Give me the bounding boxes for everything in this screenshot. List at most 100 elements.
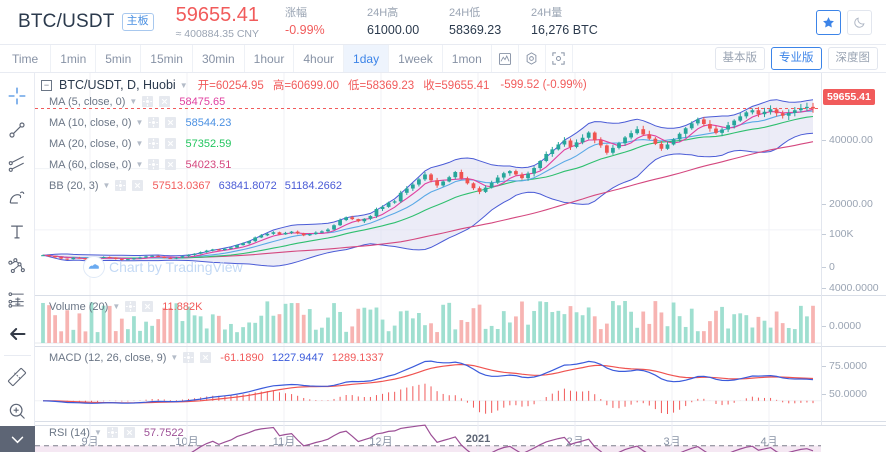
ohlc-high-label: 高 <box>272 80 285 92</box>
interval-5min[interactable]: 5min <box>96 45 142 72</box>
macd-axis-label-1: 0.0000 <box>829 320 862 332</box>
zoom-in-tool-button[interactable] <box>0 394 35 428</box>
price-cny: ≈ 400884.35 CNY <box>175 27 260 40</box>
pair-block[interactable]: BTC/USDT 主板 <box>18 11 154 33</box>
arrow-tool-button[interactable] <box>0 317 35 351</box>
fullscreen-button[interactable] <box>546 45 573 72</box>
macd-value-2: 1289.1337 <box>331 351 384 364</box>
chevron-down-icon[interactable]: ▼ <box>135 118 144 127</box>
indicator-remove-button[interactable] <box>158 95 171 108</box>
volume-settings-button[interactable] <box>124 300 137 313</box>
forecast-tool-button[interactable] <box>0 283 35 317</box>
macd-legend: MACD (12, 26, close, 9) ▼ -61.1890 1227.… <box>49 351 384 364</box>
indicator-value: 58475.65 <box>179 95 226 108</box>
chevron-down-icon[interactable]: ▼ <box>112 302 121 311</box>
indicator-remove-button[interactable] <box>164 116 177 129</box>
interval-1min[interactable]: 1min <box>51 45 97 72</box>
interval-1day[interactable]: 1day <box>344 45 390 72</box>
market-stat-value: 58369.23 <box>449 23 502 38</box>
indicator-button[interactable] <box>492 45 519 72</box>
market-stat: 24H低 58369.23 <box>449 6 505 38</box>
price-axis-label-1: 20000.00 <box>829 198 873 210</box>
crosshair-tool-button[interactable] <box>0 79 35 113</box>
collapse-pane-icon[interactable]: − <box>41 79 52 91</box>
view-button[interactable]: 基本版 <box>714 47 765 70</box>
interval-list: 1min 5min 15min 30min 1hour 4hour 1day 1week 1mo… <box>51 45 492 72</box>
interval-1hour[interactable]: 1hour <box>245 45 295 72</box>
market-stat-value: 61000.00 <box>367 23 420 38</box>
chevron-down-icon[interactable]: ▼ <box>129 97 138 106</box>
chevron-down-icon[interactable]: ▼ <box>170 353 179 362</box>
rsi-value: 57.7522 <box>143 426 184 439</box>
view-button[interactable]: 深度图 <box>827 47 878 70</box>
indicator-settings-button[interactable] <box>141 95 154 108</box>
indicator-legend-row: MA (10, close, 0) ▼ 58544.23 <box>49 116 231 129</box>
ruler-icon <box>7 367 27 387</box>
volume-axis-label-1: 0 <box>829 261 835 273</box>
macd-settings-button[interactable] <box>182 351 195 364</box>
ruler-tool-button[interactable] <box>0 360 35 394</box>
forecast-icon <box>8 292 24 308</box>
view-button[interactable]: 专业版 <box>771 47 822 70</box>
volume-value: 11.882K <box>162 300 203 313</box>
chevron-down-icon[interactable]: ▼ <box>102 181 111 190</box>
text-icon <box>11 225 23 239</box>
indicator-remove-button[interactable] <box>164 158 177 171</box>
interval-15min[interactable]: 15min <box>141 45 193 72</box>
rsi-canvas[interactable] <box>35 422 821 452</box>
price-block: 59655.41 ≈ 400884.35 CNY <box>175 4 260 40</box>
rsi-axis-label-1: 50.0000 <box>829 388 867 400</box>
indicator-name: MA (10, close, 0) <box>49 116 132 129</box>
indicator-remove-button[interactable] <box>164 137 177 150</box>
price-axis[interactable]: 59655.41 40000.00 20000.00 100K 0 4000.0… <box>821 73 886 425</box>
indicator-settings-button[interactable] <box>147 158 160 171</box>
indicator-settings-button[interactable] <box>114 179 127 192</box>
interval-toolbar: Time 1min 5min 15min 30min 1hour 4hour 1day 1we… <box>0 45 886 73</box>
pattern-tool-button[interactable] <box>0 249 35 283</box>
indicator-settings-button[interactable] <box>147 137 160 150</box>
indicator-settings-button[interactable] <box>147 116 160 129</box>
indicator-value: 57513.0367 <box>152 179 211 192</box>
chart-canvas[interactable] <box>35 73 821 425</box>
chevron-down-icon <box>11 436 24 443</box>
market-stat: 涨幅 -0.99% <box>285 6 341 38</box>
rsi-settings-button[interactable] <box>106 426 119 439</box>
trend-line-tool-button[interactable] <box>0 113 35 147</box>
indicator-name: BB (20, 3) <box>49 179 99 192</box>
chart-title: BTC/USDT, D, Huobi <box>59 78 176 92</box>
volume-legend: Volume (20) ▼ 11.882K <box>49 300 202 313</box>
indicator-value: 58544.23 <box>185 116 232 129</box>
chevron-down-icon[interactable]: ▼ <box>135 160 144 169</box>
indicator-remove-button[interactable] <box>131 179 144 192</box>
interval-1mon[interactable]: 1mon <box>443 45 492 72</box>
settings-button[interactable] <box>519 45 546 72</box>
market-header: BTC/USDT 主板 59655.41 ≈ 400884.35 CNY 涨幅 -… <box>0 0 886 45</box>
chart-title-legend: − BTC/USDT, D, Huobi ▼ 开=60254.95 高=6069… <box>41 77 587 93</box>
chevron-down-icon[interactable]: ▼ <box>135 139 144 148</box>
parallel-channel-tool-button[interactable] <box>0 147 35 181</box>
brush-tool-button[interactable] <box>0 181 35 215</box>
chart-plot[interactable] <box>35 73 821 425</box>
chevron-down-icon[interactable]: ▼ <box>179 80 188 90</box>
rail-collapse-button[interactable] <box>0 426 35 452</box>
ohlc-close-label: 收 <box>423 80 435 92</box>
macd-name: MACD (12, 26, close, 9) <box>49 351 167 364</box>
rail-divider <box>3 355 31 356</box>
text-tool-button[interactable] <box>0 215 35 249</box>
market-stat-label: 24H低 <box>449 6 481 19</box>
market-stats: 涨幅 -0.99% 24H高 61000.00 24H低 58369.23 24H量 16,2… <box>259 6 598 38</box>
market-stat-value: 16,276 BTC <box>531 23 598 38</box>
chevron-down-icon[interactable]: ▼ <box>93 428 102 437</box>
market-stat: 24H量 16,276 BTC <box>531 6 598 38</box>
rsi-axis-label-0: 75.0000 <box>829 360 867 372</box>
parallel-channel-icon <box>8 156 24 172</box>
interval-1week[interactable]: 1week <box>389 45 443 72</box>
volume-remove-button[interactable] <box>141 300 154 313</box>
macd-value-0: -61.1890 <box>220 351 264 364</box>
rsi-remove-button[interactable] <box>123 426 136 439</box>
interval-30min[interactable]: 30min <box>193 45 245 72</box>
theme-toggle-button[interactable] <box>847 9 872 35</box>
interval-4hour[interactable]: 4hour <box>294 45 345 72</box>
favorite-button[interactable] <box>816 9 841 35</box>
macd-remove-button[interactable] <box>199 351 212 364</box>
